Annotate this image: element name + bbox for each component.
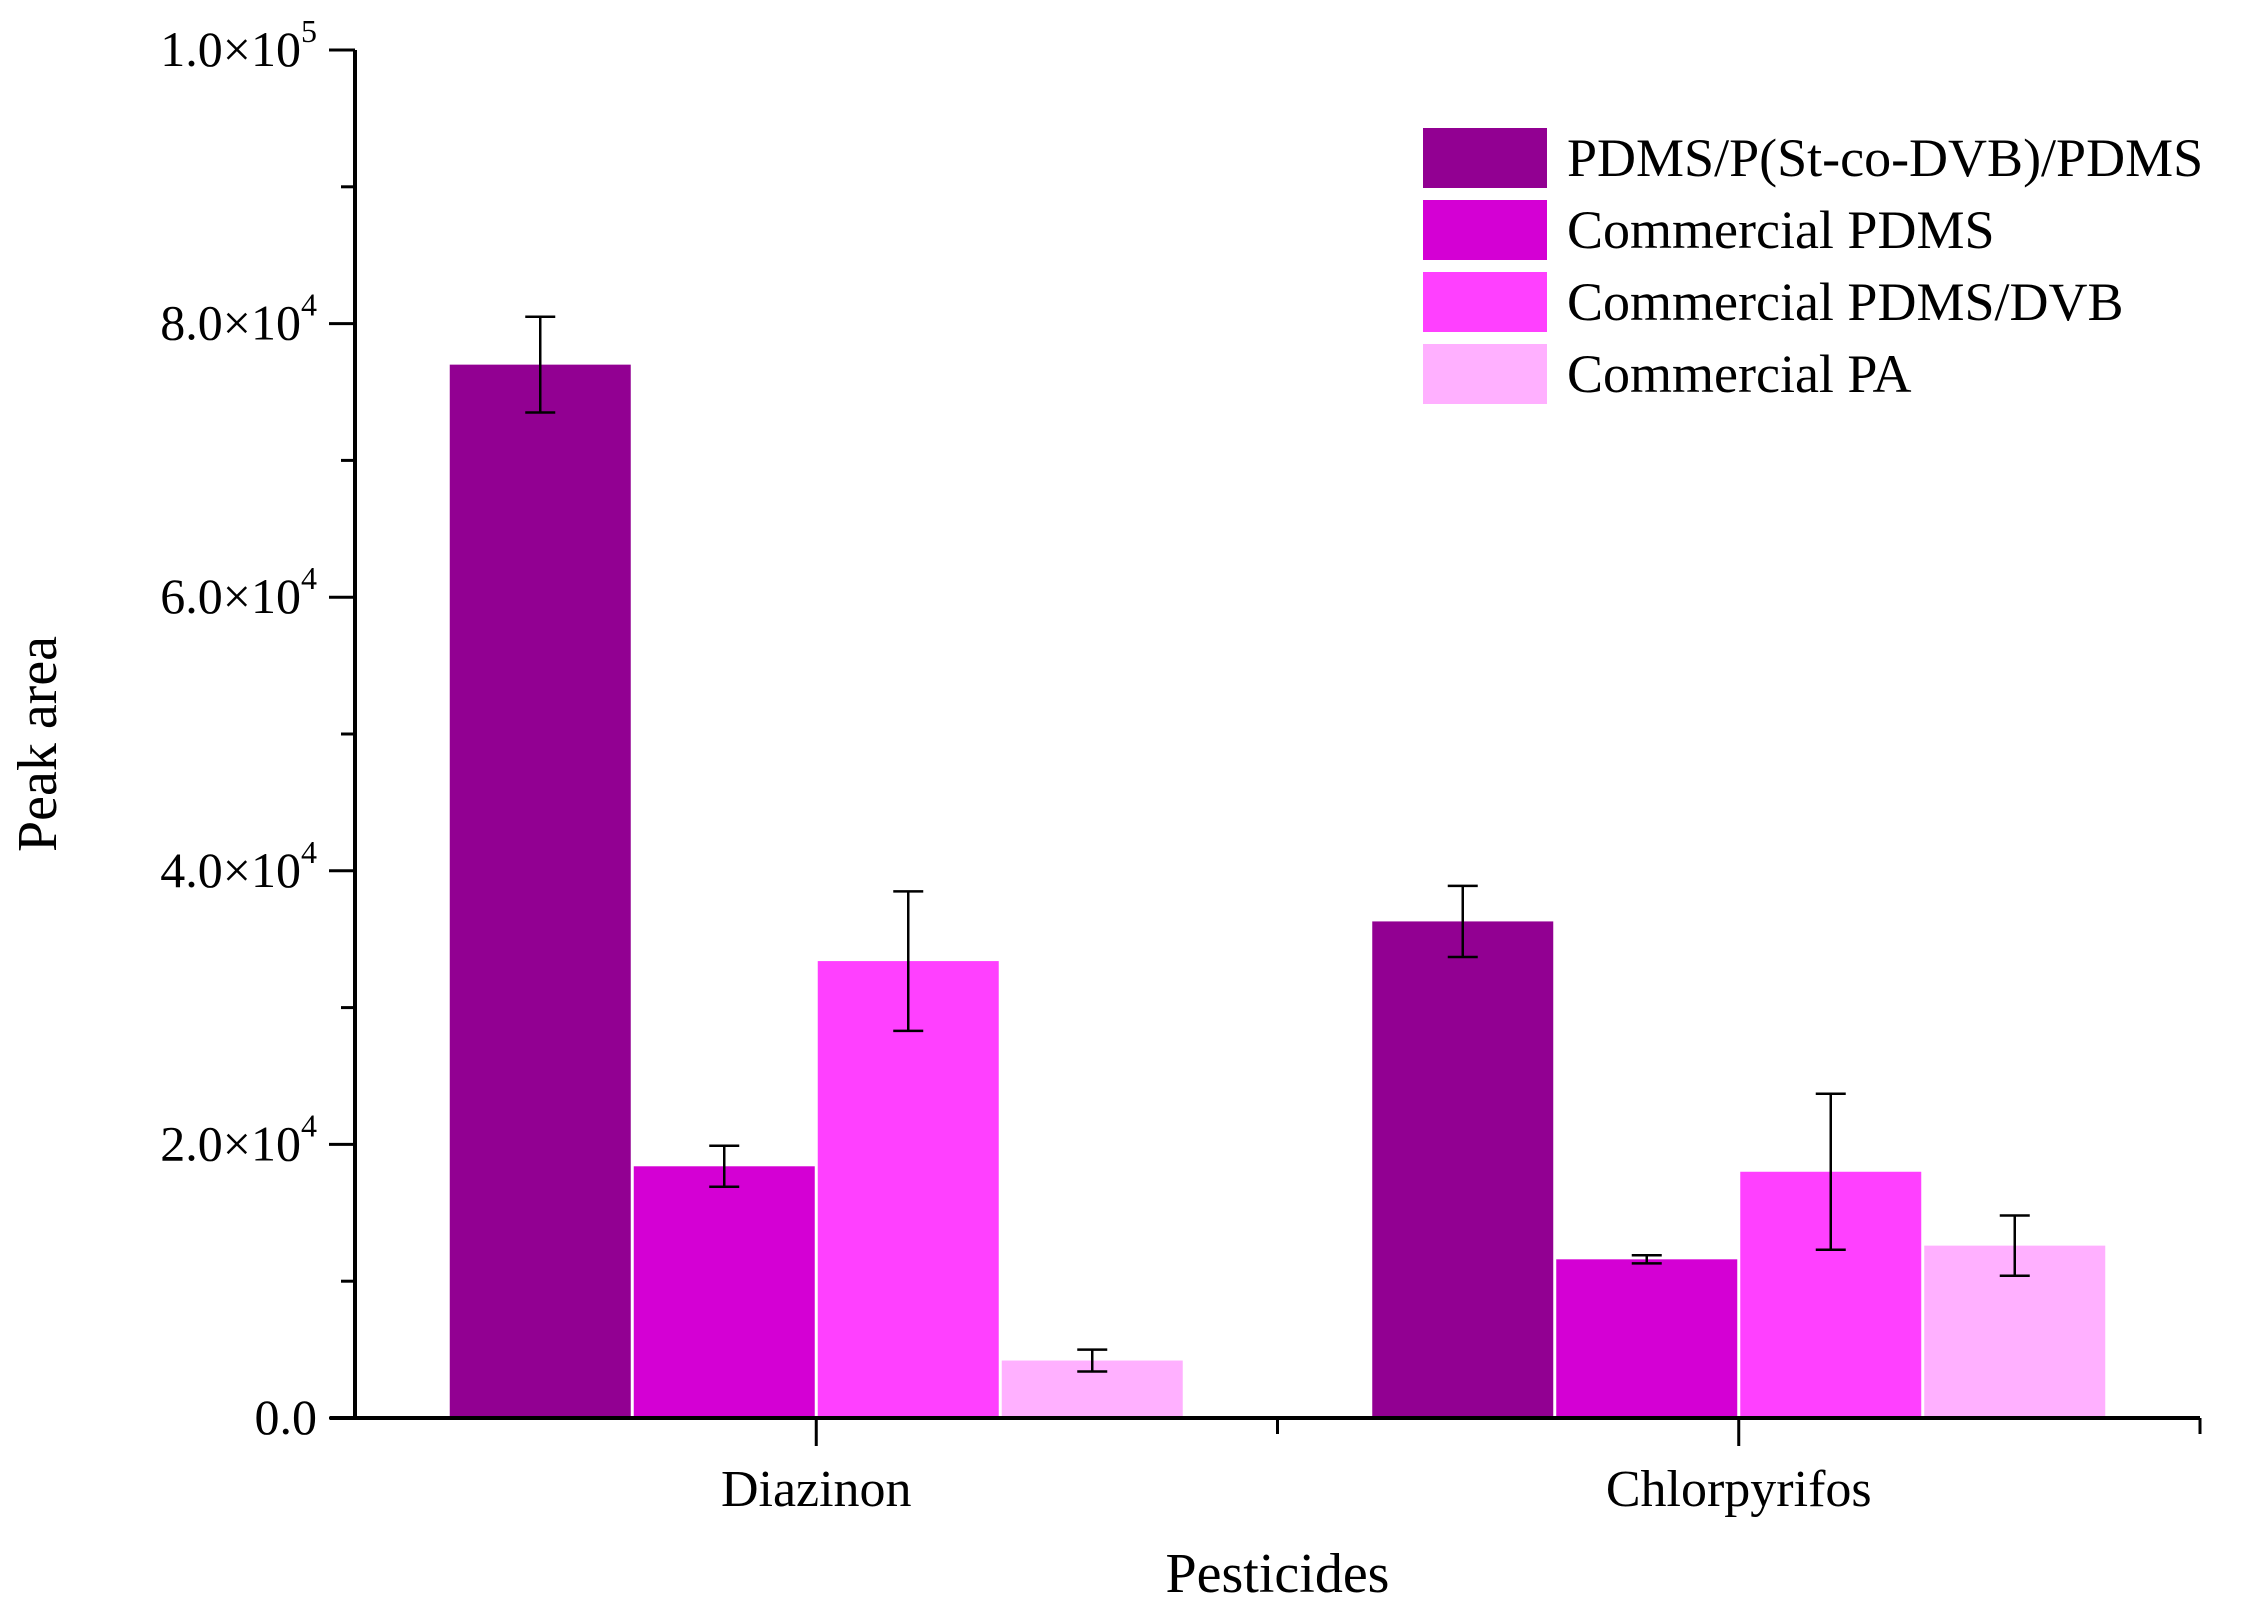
bars-layer — [449, 364, 2106, 1418]
x-axis-title: Pesticides — [1166, 1543, 1390, 1605]
bar-chlorpyrifos-series-2 — [1556, 1259, 1738, 1418]
bar-diazinon-series-2 — [633, 1166, 815, 1418]
y-tick-label: 1.0×105 — [160, 13, 317, 77]
legend-swatch — [1423, 200, 1547, 260]
x-ticks: Diazinon Chlorpyrifos — [721, 1418, 2202, 1518]
bar-chlorpyrifos-series-1 — [1372, 921, 1554, 1418]
error-bar — [1077, 1348, 1108, 1373]
legend-label: PDMS/P(St-co-DVB)/PDMS — [1567, 128, 2203, 188]
error-bar — [1815, 1092, 1846, 1251]
x-tick-label: Chlorpyrifos — [1606, 1461, 1872, 1518]
y-tick-label: 4.0×104 — [160, 834, 317, 898]
error-bar — [1631, 1253, 1662, 1265]
y-tick-label: 2.0×104 — [160, 1107, 317, 1171]
error-bar — [709, 1144, 740, 1189]
error-bar — [1447, 884, 1478, 959]
legend-swatch — [1423, 128, 1547, 188]
x-tick-label: Diazinon — [721, 1461, 912, 1518]
bar-diazinon-series-3 — [817, 961, 999, 1418]
y-tick-label: 0.0 — [255, 1389, 318, 1445]
y-tick-label: 8.0×104 — [160, 287, 317, 351]
y-tick-label: 6.0×104 — [160, 560, 317, 624]
legend-swatch — [1423, 344, 1547, 404]
error-bar — [893, 890, 924, 1033]
error-bar — [525, 315, 556, 414]
legend-item: Commercial PDMS — [1423, 200, 1995, 260]
y-axis-title: Peak area — [7, 636, 69, 852]
legend-item: Commercial PDMS/DVB — [1423, 272, 2124, 332]
error-bars-layer — [525, 315, 2030, 1373]
bar-diazinon-series-1 — [449, 364, 631, 1418]
legend: PDMS/P(St-co-DVB)/PDMS Commercial PDMS Com… — [1423, 128, 2203, 404]
error-bar — [1999, 1214, 2030, 1277]
legend-label: Commercial PDMS — [1567, 200, 1995, 260]
legend-swatch — [1423, 272, 1547, 332]
legend-label: Commercial PA — [1567, 344, 1912, 404]
legend-label: Commercial PDMS/DVB — [1567, 272, 2124, 332]
legend-item: Commercial PA — [1423, 344, 1912, 404]
y-ticks: 0.0 2.0×104 4.0×104 6.0×104 8.0×104 1.0×105 — [160, 13, 355, 1445]
legend-item: PDMS/P(St-co-DVB)/PDMS — [1423, 128, 2203, 188]
